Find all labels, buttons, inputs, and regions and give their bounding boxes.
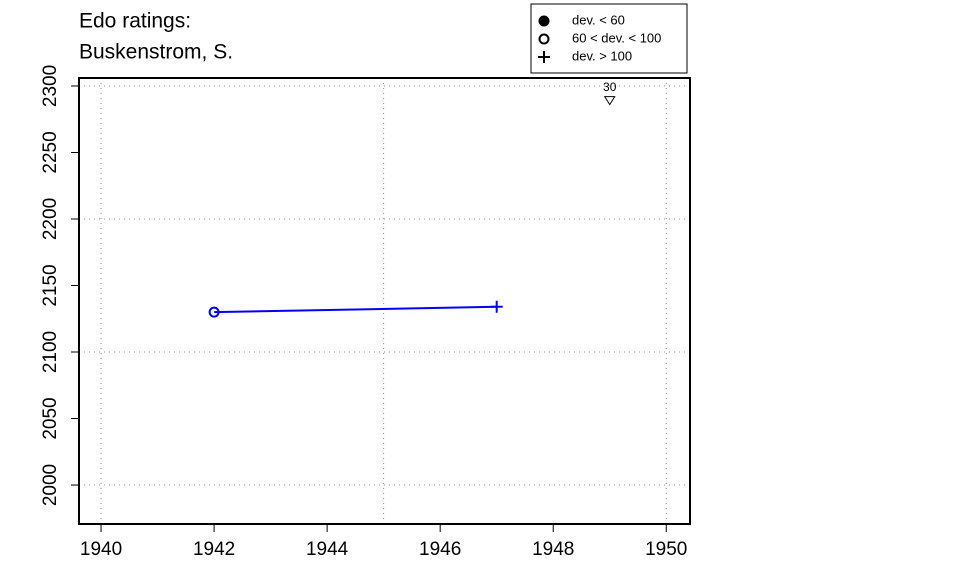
y-tick-label: 2100 <box>40 331 61 373</box>
plot-frame <box>78 77 691 525</box>
y-tick-label: 2200 <box>40 198 61 240</box>
legend-marker <box>538 51 550 63</box>
y-tick-label: 2000 <box>40 464 61 506</box>
x-tick-label: 1950 <box>645 539 687 560</box>
annotation-marker <box>603 96 616 106</box>
line <box>214 305 497 314</box>
point <box>490 300 503 313</box>
chart-subtitle: Buskenstrom, S. <box>79 41 233 64</box>
legend-marker <box>538 33 550 45</box>
x-tick-label: 1948 <box>532 539 574 560</box>
legend-label: 60 < dev. < 100 <box>572 30 661 45</box>
y-tick-label: 2050 <box>40 397 61 439</box>
legend-marker <box>538 15 550 27</box>
legend-label: dev. > 100 <box>572 48 632 63</box>
y-tick-label: 2150 <box>40 264 61 306</box>
y-tick-label: 2250 <box>40 131 61 173</box>
x-tick-label: 1946 <box>419 539 461 560</box>
legend-label: dev. < 60 <box>572 12 625 27</box>
x-tick-label: 1944 <box>306 539 349 560</box>
x-tick-label: 1940 <box>80 539 122 560</box>
annotation-label: 30 <box>603 80 617 94</box>
y-tick-label: 2300 <box>40 65 61 107</box>
point <box>208 306 220 318</box>
x-tick-label: 1942 <box>193 539 235 560</box>
chart-title: Edo ratings: <box>79 10 191 33</box>
legend-box <box>530 3 688 74</box>
